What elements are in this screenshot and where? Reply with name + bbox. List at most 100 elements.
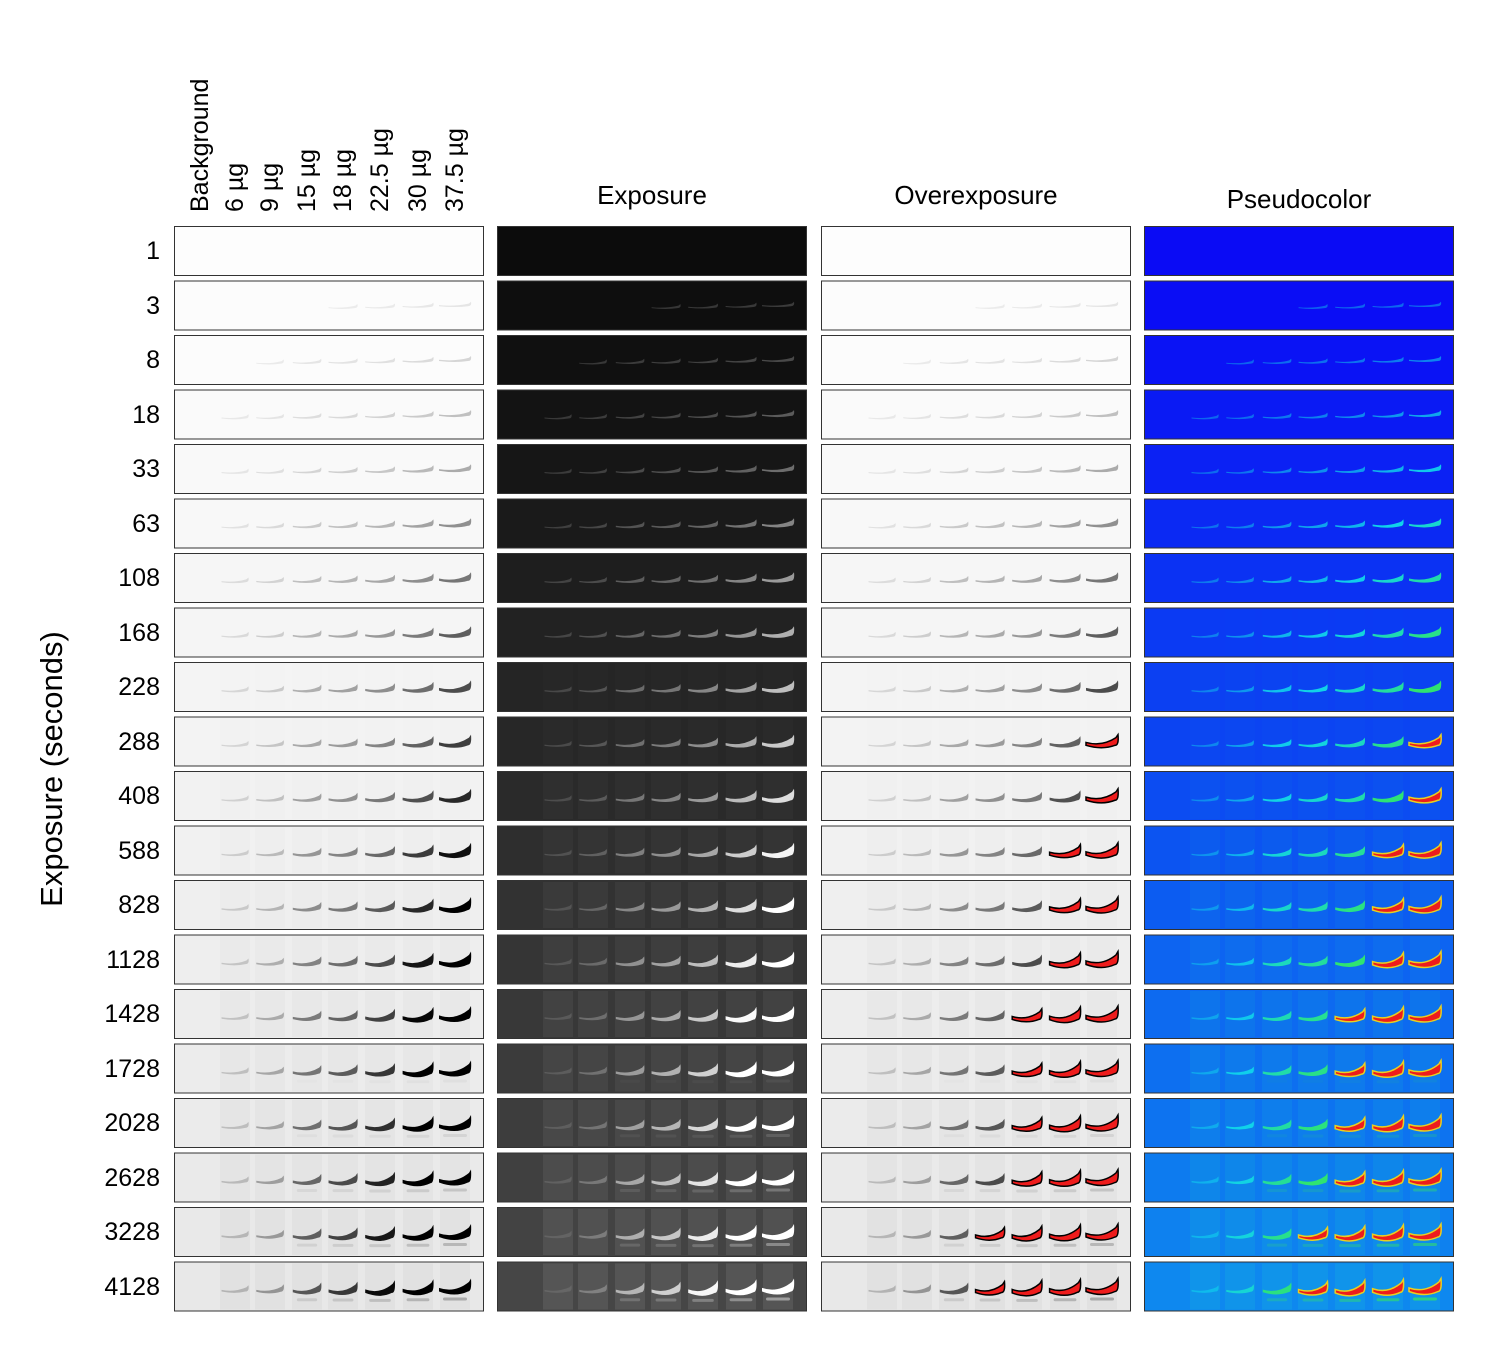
band [974,1225,1006,1241]
band [221,1121,249,1130]
blot-background [821,335,1131,385]
blot-frame [497,662,807,712]
blot-frame [1144,1152,1454,1203]
band [615,684,645,693]
band [1372,519,1404,528]
band [762,355,795,363]
band [256,794,284,802]
secondary-band [979,1189,1001,1193]
band [1371,1004,1405,1024]
secondary-band [655,1243,677,1247]
band [1048,1276,1082,1297]
lane-streak [220,882,250,928]
band [544,1067,572,1075]
blot-frame [821,553,1131,603]
secondary-band [766,1188,790,1192]
band [1012,737,1042,748]
band [1371,1222,1405,1242]
band [1086,518,1119,528]
blot-inverted-row [174,280,484,331]
blot-background [174,389,484,440]
band [1049,573,1081,583]
band [688,954,718,967]
band [868,904,896,911]
lane-streak [867,610,897,656]
band [1335,954,1365,967]
band [1334,1277,1366,1297]
blot-exposure-row [497,825,807,876]
lane-streak [543,1209,573,1255]
band [1409,301,1442,308]
band [256,740,284,747]
band [903,576,931,584]
blot-inverted-row [174,716,484,767]
blot-frame [497,607,807,658]
band [221,523,249,529]
secondary-band [1090,1080,1114,1083]
band [544,1230,572,1239]
blot-frame [497,498,807,549]
lane-streak [867,1209,897,1255]
band [1409,572,1442,583]
lane-streak [1225,991,1255,1037]
lane-streak [615,1100,645,1146]
band [1409,464,1442,473]
lane-streak [255,1046,285,1092]
lane-streak [578,882,608,928]
band [725,681,757,693]
secondary-band [979,1243,1001,1247]
blot-frame [174,825,484,876]
blot-background [174,335,484,385]
lane-streak [220,991,250,1037]
secondary-band [332,1298,354,1302]
band [1049,356,1081,363]
blot-frame [497,716,807,767]
band [762,518,795,528]
band [1262,1282,1292,1295]
secondary-band [1302,1134,1324,1138]
lane-streak [255,1155,285,1201]
band [1298,1118,1328,1131]
secondary-band [369,1298,391,1302]
lane-streak [292,610,322,656]
band [1262,847,1292,857]
band [439,788,472,803]
lane-streak [651,882,681,928]
blot-frame [1144,880,1454,930]
exposure-label: 8 [146,346,160,374]
band [544,577,572,584]
band [1298,521,1328,529]
band [579,1229,607,1239]
blot-pseudocolor-row [1144,335,1454,385]
band [328,955,358,967]
band [328,1064,358,1076]
blot-frame [821,280,1131,331]
band [579,903,607,911]
band [725,302,757,308]
blot-pseudocolor-row [1144,880,1454,930]
blot-frame [1144,716,1454,767]
band [615,1010,645,1021]
band [544,414,572,420]
band [725,1279,757,1296]
blot-frame [821,934,1131,985]
band [651,1064,681,1076]
blot-exposure-row [497,1043,807,1094]
secondary-band [1413,1297,1437,1301]
band [868,414,896,420]
band [1298,303,1328,309]
secondary-band [729,1134,753,1138]
band [328,847,358,857]
band [1086,572,1119,583]
band [1372,411,1404,418]
secondary-band [692,1134,714,1138]
band [725,1006,757,1023]
band [1226,631,1254,638]
band [903,957,931,966]
band [725,952,757,968]
band [903,1175,931,1185]
secondary-band [766,1079,790,1083]
blot-frame [174,226,484,276]
band [544,849,572,857]
